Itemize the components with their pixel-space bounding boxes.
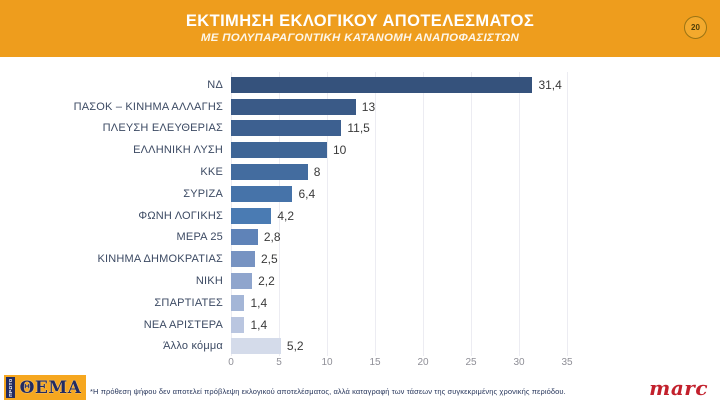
party-label: ΝΔ <box>207 78 223 91</box>
bar-row: ΠΑΣΟΚ – ΚΙΝΗΜΑ ΑΛΛΑΓΗΣ 13 <box>0 96 720 118</box>
bar-row: ΝΕΑ ΑΡΙΣΤΕΡΑ 1,4 <box>0 314 720 336</box>
bar-row: ΝΔ 31,4 <box>0 74 720 96</box>
x-tick-label: 10 <box>321 357 333 368</box>
bar <box>231 98 356 115</box>
bar-row: ΦΩΝΗ ΛΟΓΙΚΗΣ 4,2 <box>0 205 720 227</box>
page-subtitle: ΜΕ ΠΟΛΥΠΑΡΑΓΟΝΤΙΚΗ ΚΑΤΑΝΟΜΗ ΑΝΑΠΟΦΑΣΙΣΤΩ… <box>200 32 520 44</box>
gridline <box>375 72 376 356</box>
party-label: ΠΛΕΥΣΗ ΕΛΕΥΘΕΡΙΑΣ <box>102 122 223 135</box>
x-axis: 0 5 10 15 20 25 30 35 <box>228 357 573 371</box>
x-tick-label: 5 <box>276 357 282 368</box>
proto-thema-logo: ΠΡΩΤΟ ΘΕΜΑ <box>4 375 86 400</box>
bar-row: ΣΥΡΙΖΑ 6,4 <box>0 183 720 205</box>
bar-track: 13 <box>231 98 720 115</box>
party-label: Άλλο κόμμα <box>163 340 223 353</box>
bar-track: 8 <box>231 164 720 181</box>
party-label: ΣΥΡΙΖΑ <box>183 187 223 200</box>
bar <box>231 142 327 159</box>
bar-row: ΚΙΝΗΜΑ ΔΗΜΟΚΡΑΤΙΑΣ 2,5 <box>0 248 720 270</box>
value-label: 1,4 <box>250 295 268 310</box>
bar <box>231 294 245 311</box>
value-label: 10 <box>333 143 347 158</box>
value-label: 4,2 <box>277 208 294 223</box>
bar <box>231 316 245 333</box>
value-label: 6,4 <box>298 186 316 201</box>
bar-track: 2,2 <box>231 273 720 290</box>
x-tick-label: 25 <box>465 357 477 368</box>
x-tick-label: 20 <box>417 357 429 368</box>
bar-track: 11,5 <box>231 120 720 137</box>
footnote: *Η πρόθεση ψήφου δεν αποτελεί πρόβλεψη ε… <box>90 387 566 396</box>
bar-row: ΣΠΑΡΤΙΑΤΕΣ 1,4 <box>0 292 720 314</box>
party-label: ΠΑΣΟΚ – ΚΙΝΗΜΑ ΑΛΛΑΓΗΣ <box>73 100 223 113</box>
bar-track: 6,4 <box>231 185 720 202</box>
bar <box>231 229 258 246</box>
marc-logo: marc <box>649 376 708 400</box>
value-label: 5,2 <box>286 339 304 354</box>
bar-track: 1,4 <box>231 294 720 311</box>
header-banner: ΕΚΤΙΜΗΣΗ ΕΚΛΟΓΙΚΟΥ ΑΠΟΤΕΛΕΣΜΑΤΟΣ ΜΕ ΠΟΛΥ… <box>0 0 720 57</box>
page-title: ΕΚΤΙΜΗΣΗ ΕΚΛΟΓΙΚΟΥ ΑΠΟΤΕΛΕΣΜΑΤΟΣ <box>185 12 535 30</box>
bar-track: 31,4 <box>231 76 720 93</box>
party-label: ΝΙΚΗ <box>195 275 223 288</box>
bar-row: ΜΕΡΑ 25 2,8 <box>0 227 720 249</box>
bar-track: 10 <box>231 142 720 159</box>
bar-row: ΠΛΕΥΣΗ ΕΛΕΥΘΕΡΙΑΣ 11,5 <box>0 118 720 140</box>
bar-track: 1,4 <box>231 316 720 333</box>
bar-row: ΝΙΚΗ 2,2 <box>0 270 720 292</box>
x-tick-label: 35 <box>561 357 573 368</box>
gridline <box>423 72 424 356</box>
value-label: 11,5 <box>347 121 370 136</box>
value-label: 1,4 <box>250 317 268 332</box>
bar <box>231 251 255 268</box>
gridline <box>471 72 472 356</box>
proto-thema-logo-prefix: ΠΡΩΤΟ <box>8 378 13 397</box>
bar <box>231 185 293 202</box>
gridline <box>567 72 568 356</box>
gridline <box>279 72 280 356</box>
bar <box>231 120 342 137</box>
party-label: ΚΚΕ <box>200 166 223 179</box>
party-label: ΕΛΛΗΝΙΚΗ ΛΥΣΗ <box>133 144 223 157</box>
bar <box>231 164 308 181</box>
bar-track: 5,2 <box>231 338 720 355</box>
party-label: ΝΕΑ ΑΡΙΣΤΕΡΑ <box>143 318 223 331</box>
bar-row: ΕΛΛΗΝΙΚΗ ΛΥΣΗ 10 <box>0 139 720 161</box>
party-label: ΣΠΑΡΤΙΑΤΕΣ <box>154 296 223 309</box>
value-label: 31,4 <box>538 77 562 92</box>
bar <box>231 338 281 355</box>
bar-track: 2,8 <box>231 229 720 246</box>
bar-track: 4,2 <box>231 207 720 224</box>
slide-number-badge: 20 <box>684 16 707 39</box>
value-label: 13 <box>361 99 376 114</box>
proto-thema-logo-word: ΘΕΜΑ <box>19 377 82 398</box>
proto-thema-logo-strip: ΠΡΩΤΟ <box>6 377 15 398</box>
bar-track: 2,5 <box>231 251 720 268</box>
bar-row: Άλλο κόμμα 5,2 <box>0 336 720 358</box>
gridline <box>519 72 520 356</box>
value-label: 2,8 <box>263 230 281 245</box>
party-label: ΜΕΡΑ 25 <box>176 231 223 244</box>
bar-chart: ΝΔ 31,4 ΠΑΣΟΚ – ΚΙΝΗΜΑ ΑΛΛΑΓΗΣ 13 ΠΛΕΥΣΗ ΕΛΕ… <box>0 74 720 357</box>
bar <box>231 273 253 290</box>
bar <box>231 76 533 93</box>
party-label: ΚΙΝΗΜΑ ΔΗΜΟΚΡΑΤΙΑΣ <box>97 253 223 266</box>
value-label: 2,2 <box>258 274 275 289</box>
party-label: ΦΩΝΗ ΛΟΓΙΚΗΣ <box>138 209 223 222</box>
x-tick-label: 30 <box>513 357 525 368</box>
gridline <box>327 72 328 356</box>
value-label: 8 <box>313 165 321 180</box>
x-tick-label: 0 <box>228 357 234 368</box>
bar <box>231 207 272 224</box>
bar-row: ΚΚΕ 8 <box>0 161 720 183</box>
value-label: 2,5 <box>261 252 278 267</box>
x-tick-label: 15 <box>369 357 381 368</box>
